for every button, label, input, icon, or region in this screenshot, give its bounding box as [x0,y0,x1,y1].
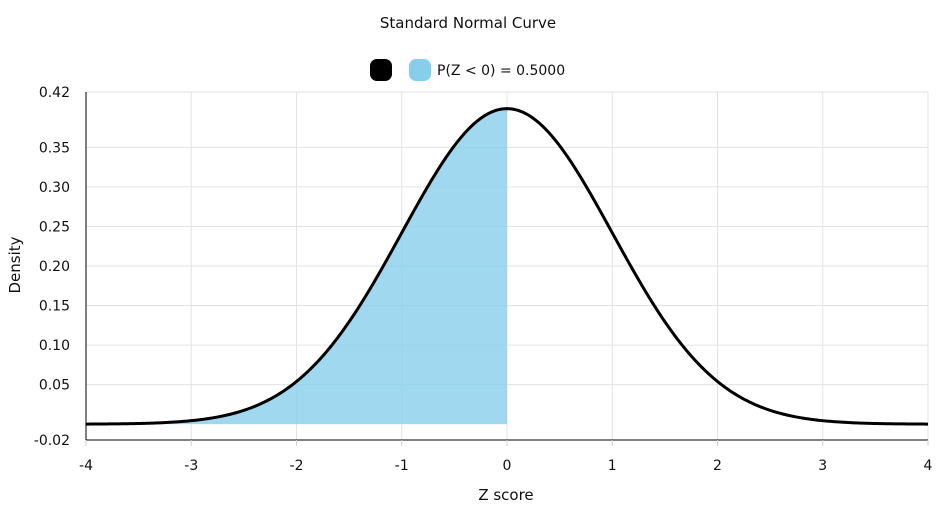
normal-curve-line [85,107,929,426]
legend-swatch-curve[interactable] [370,59,392,81]
x-tick-label: 3 [818,458,827,474]
x-tick-labels: -4 -3 -2 -1 0 1 2 3 4 [79,440,933,474]
y-tick-label: -0.02 [34,433,70,449]
x-tick-label: -2 [290,458,304,474]
y-axis-title: Density [6,236,24,293]
y-tick-label: 0.25 [39,219,70,235]
x-tick-label: 2 [713,458,722,474]
x-tick-label: -3 [184,458,198,474]
legend-label-shaded-area: P(Z < 0) = 0.5000 [437,63,565,79]
x-tick-label: 1 [608,458,617,474]
x-tick-label: 4 [924,458,933,474]
y-tick-label: 0.15 [39,299,70,315]
y-tick-label: 0.42 [39,85,70,101]
legend-swatch-shaded-area[interactable] [409,59,431,81]
y-tick-label: 0.30 [39,180,70,196]
x-tick-label: -4 [79,458,93,474]
y-tick-label: 0.05 [39,378,70,394]
y-tick-labels: -0.02 0.05 0.10 0.15 0.20 0.25 0.30 0.35 0.42 [34,85,70,449]
x-tick-label: 0 [503,458,512,474]
y-tick-label: 0.10 [39,338,70,354]
x-axis-title: Z score [478,486,533,504]
shaded-area-p-z-less-0 [86,108,507,425]
legend: P(Z < 0) = 0.5000 [370,59,565,81]
y-tick-label: 0.35 [39,140,70,156]
x-tick-label: -1 [395,458,409,474]
y-tick-label: 0.20 [39,259,70,275]
chart-title: Standard Normal Curve [380,14,556,32]
